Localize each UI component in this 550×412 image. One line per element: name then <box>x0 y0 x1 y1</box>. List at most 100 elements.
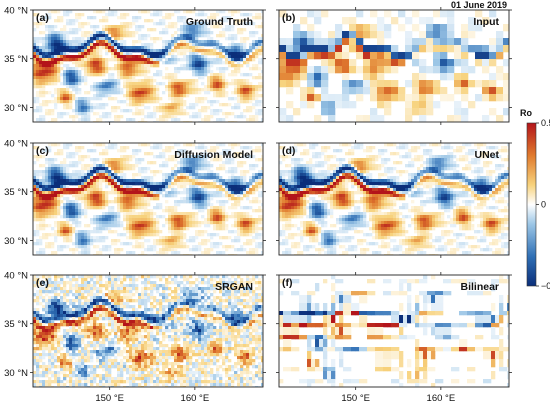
field-cell <box>66 55 70 59</box>
field-cell <box>255 55 259 59</box>
field-cell <box>195 161 199 165</box>
field-cell <box>108 10 112 14</box>
field-cell <box>159 152 163 156</box>
field-cell <box>90 97 94 101</box>
field-cell <box>138 88 142 92</box>
field-cell <box>426 158 430 162</box>
field-cell <box>225 94 229 98</box>
field-cell <box>482 45 490 53</box>
field-cell <box>105 197 109 201</box>
field-cell <box>225 115 229 119</box>
field-cell <box>294 158 298 162</box>
field-cell <box>156 52 160 56</box>
field-cell <box>237 152 241 156</box>
field-cell <box>207 88 211 92</box>
field-cell <box>63 236 67 240</box>
field-cell <box>102 91 106 95</box>
field-cell <box>228 43 232 47</box>
field-cell <box>405 115 413 122</box>
field-cell <box>213 94 217 98</box>
field-cell <box>327 167 331 171</box>
field-cell <box>84 164 88 168</box>
field-cell <box>387 170 391 174</box>
field-cell <box>159 52 163 56</box>
field-cell <box>48 31 52 35</box>
field-cell <box>258 158 262 162</box>
field-cell <box>69 215 73 219</box>
field-cell <box>366 173 370 177</box>
field-cell <box>66 40 70 44</box>
field-cell <box>210 109 214 113</box>
field-cell <box>336 158 340 162</box>
field-cell <box>156 49 160 53</box>
field-cell <box>279 115 287 122</box>
field-cell <box>369 158 373 162</box>
field-cell <box>114 230 118 234</box>
field-cell <box>147 67 151 71</box>
field-cell <box>168 227 172 231</box>
field-cell <box>156 182 160 186</box>
field-cell <box>42 206 46 210</box>
field-cell <box>255 46 259 50</box>
field-cell <box>189 61 193 65</box>
field-cell <box>174 248 178 252</box>
field-cell <box>108 31 112 35</box>
field-cell <box>377 94 385 102</box>
field-cell <box>240 49 244 53</box>
field-cell <box>42 88 46 92</box>
field-cell <box>117 176 121 180</box>
field-cell <box>420 176 424 180</box>
field-cell <box>150 49 154 53</box>
field-cell <box>231 106 235 110</box>
field-cell <box>279 66 287 74</box>
field-cell <box>39 31 43 35</box>
field-cell <box>489 38 497 46</box>
field-cell <box>174 97 178 101</box>
field-cell <box>168 179 172 183</box>
field-cell <box>261 218 263 222</box>
field-cell <box>105 158 109 162</box>
field-cell <box>489 73 497 81</box>
field-cell <box>174 91 178 95</box>
field-cell <box>246 109 250 113</box>
field-cell <box>141 203 145 207</box>
field-cell <box>429 158 433 162</box>
field-cell <box>84 155 88 159</box>
field-cell <box>72 251 76 255</box>
field-cell <box>243 230 247 234</box>
field-cell <box>123 215 127 219</box>
field-cell <box>168 97 172 101</box>
field-cell <box>231 143 235 147</box>
field-cell <box>93 245 97 249</box>
field-cell <box>189 239 193 243</box>
field-cell <box>318 179 322 183</box>
field-cell <box>60 215 64 219</box>
field-cell <box>123 43 127 47</box>
field-cell <box>54 194 58 198</box>
field-cell <box>63 221 67 225</box>
field-cell <box>189 34 193 38</box>
field-cell <box>234 197 238 201</box>
field-cell <box>207 248 211 252</box>
field-cell <box>207 155 211 159</box>
field-cell <box>54 224 58 228</box>
field-cell <box>213 185 217 189</box>
field-cell <box>114 31 118 35</box>
field-cell <box>117 194 121 198</box>
field-cell <box>342 52 350 60</box>
field-cell <box>475 94 483 102</box>
field-cell <box>102 236 106 240</box>
field-cell <box>204 13 208 17</box>
field-cell <box>195 88 199 92</box>
field-cell <box>474 149 478 153</box>
field-cell <box>138 149 142 153</box>
field-cell <box>171 212 175 216</box>
field-cell <box>78 46 82 50</box>
field-cell <box>159 191 163 195</box>
field-cell <box>204 67 208 71</box>
field-cell <box>261 179 263 183</box>
field-cell <box>126 73 130 77</box>
field-cell <box>159 164 163 168</box>
field-cell <box>48 121 52 122</box>
field-cell <box>135 16 139 20</box>
